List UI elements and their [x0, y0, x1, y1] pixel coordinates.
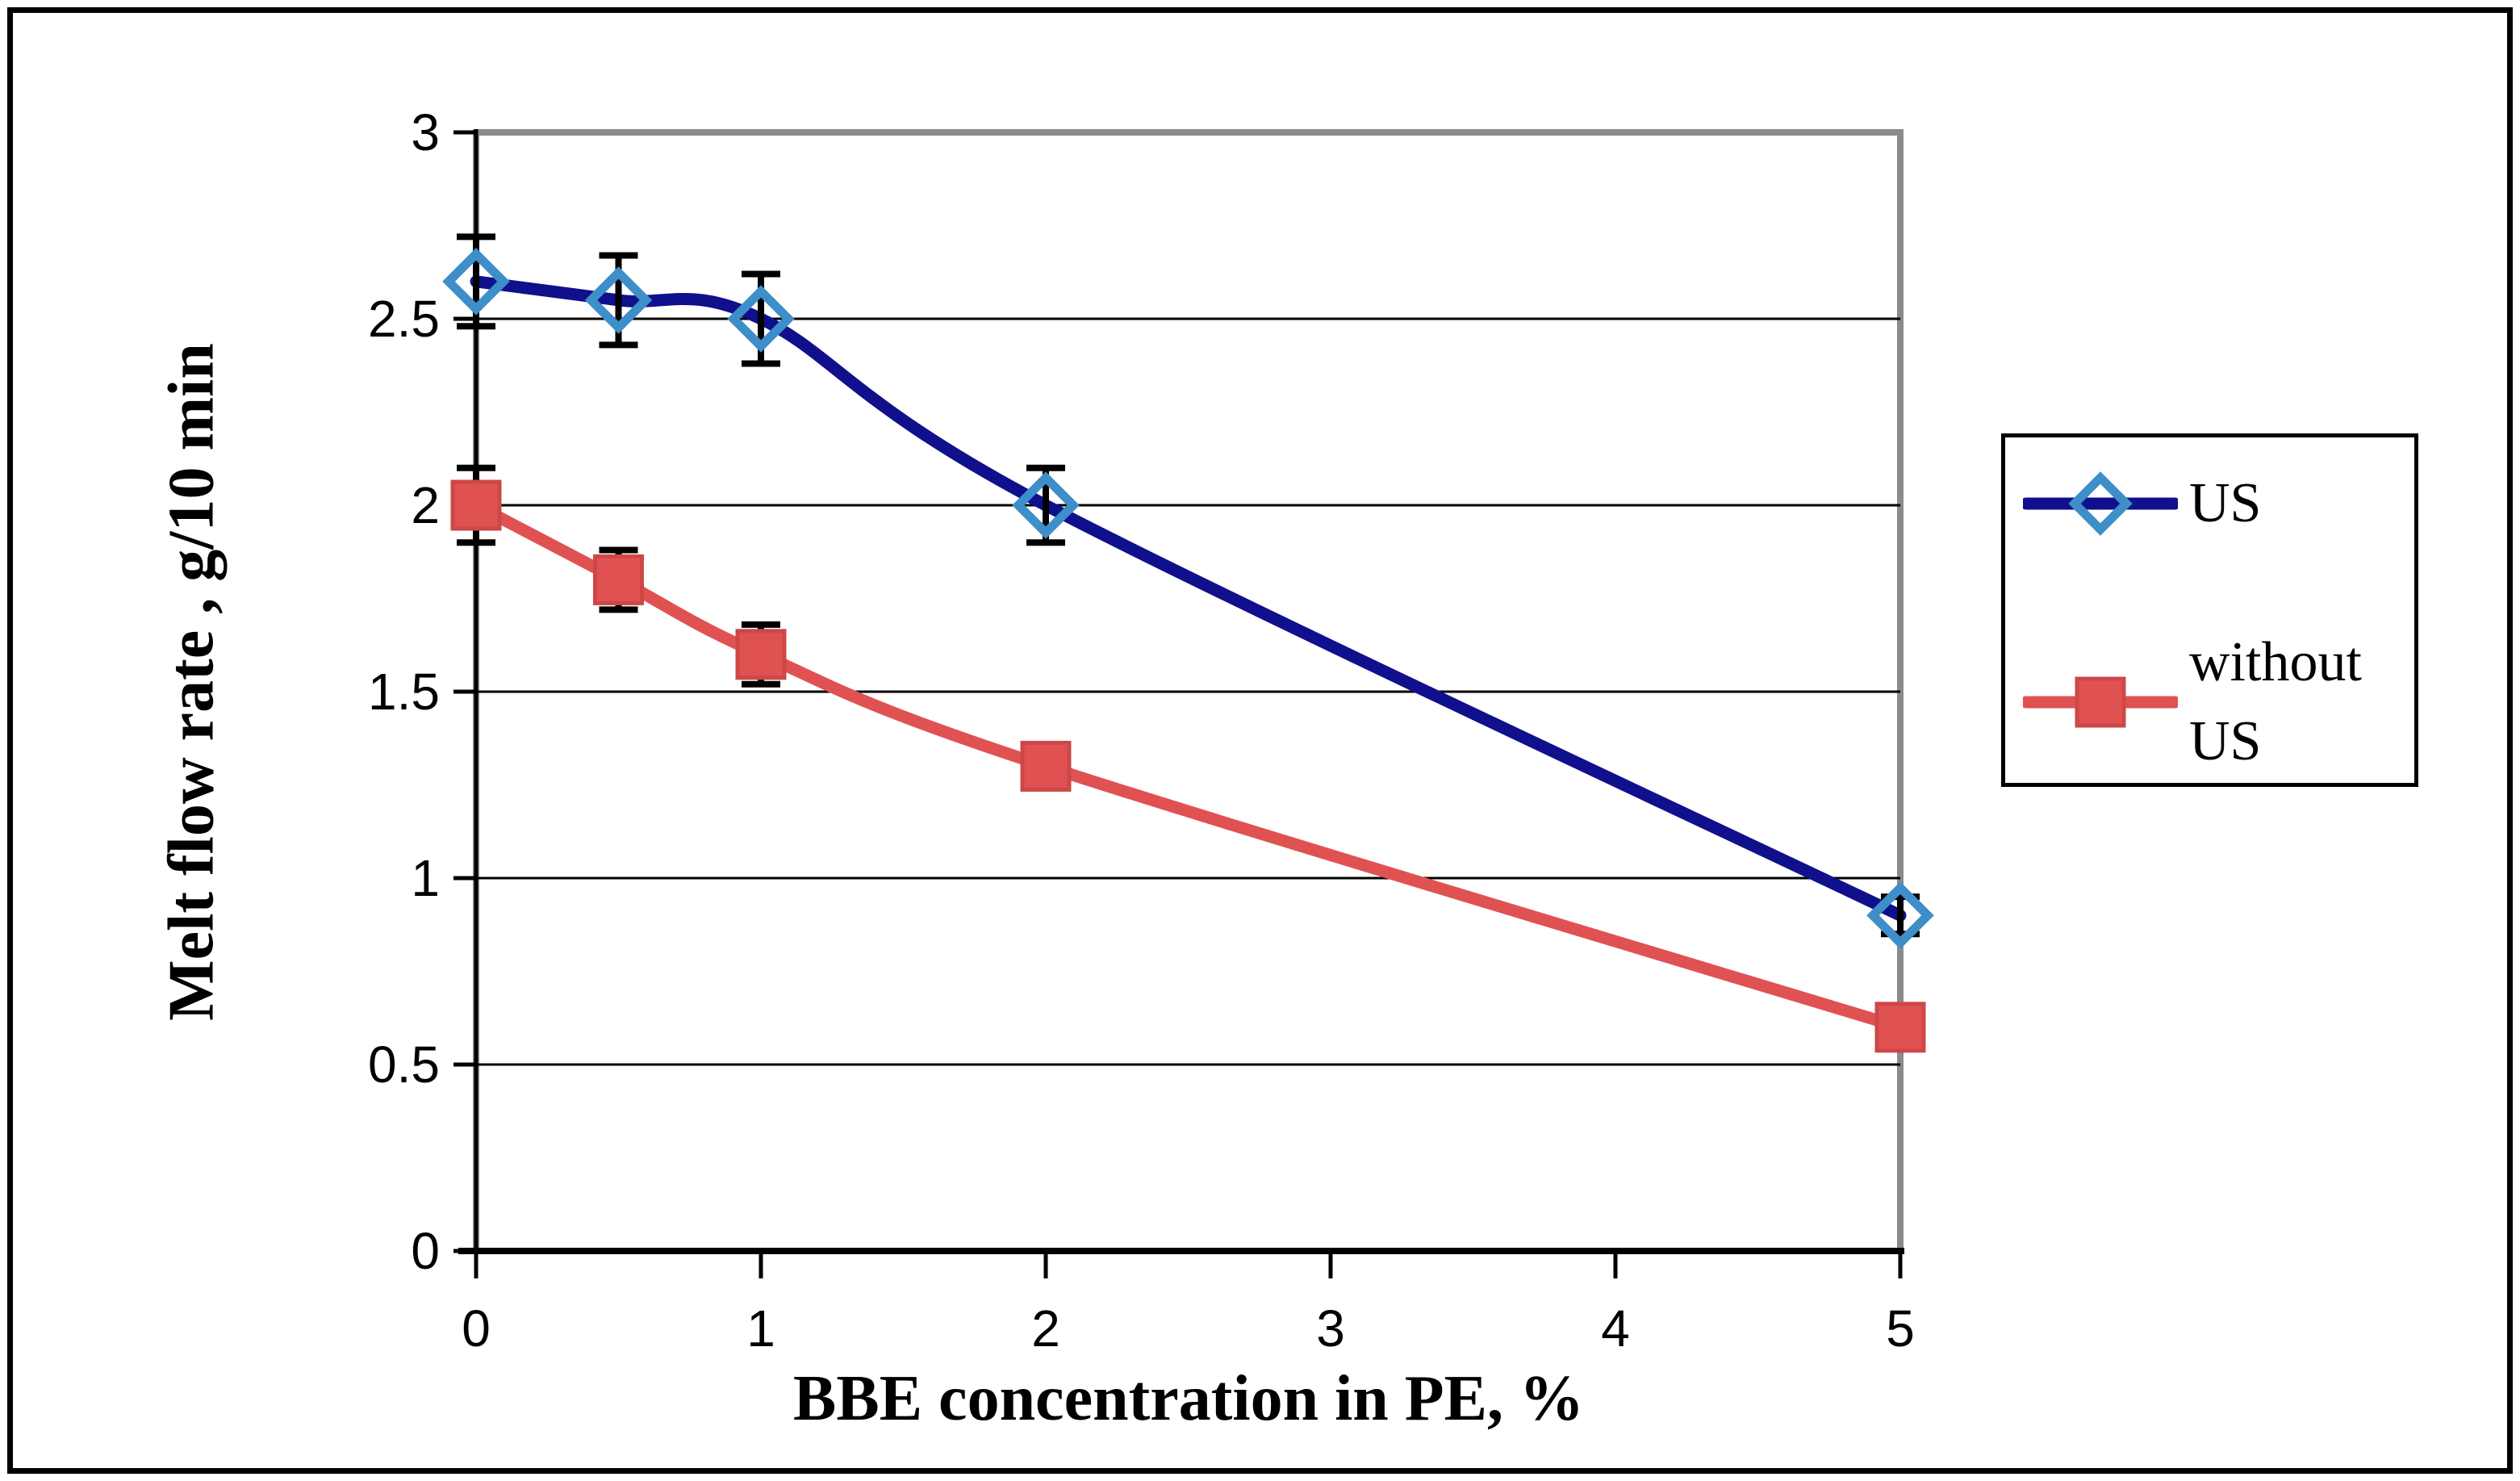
y-tick-label-1: 1 — [411, 849, 440, 907]
y-tick-label-3: 3 — [411, 103, 440, 161]
legend-label-us: US — [2189, 472, 2262, 534]
marker-diamond-0-0 — [442, 248, 510, 316]
series-line-1 — [470, 499, 1907, 1034]
marker-square-1-4 — [1874, 1002, 1926, 1053]
y-axis-title: Melt flow rate , g/10 min — [156, 343, 228, 1021]
marker-square-1-1 — [593, 554, 644, 605]
marker-diamond-0-1 — [584, 266, 653, 334]
x-tick-label-0: 0 — [462, 1299, 491, 1358]
x-axis-title: BBE concentration in PE, % — [792, 1363, 1585, 1434]
legend-item-without-us: without US — [2005, 621, 2431, 783]
marker-square-1-2 — [735, 629, 787, 680]
figure-border — [7, 7, 2513, 1474]
legend-marker-us — [2023, 471, 2178, 536]
x-tick-label-4: 4 — [1601, 1299, 1630, 1358]
y-tick-label-2.5: 2.5 — [368, 290, 440, 348]
legend-marker-without-us — [2023, 676, 2178, 728]
marker-square-1-0 — [450, 479, 502, 531]
legend-item-us: US — [2005, 447, 2431, 560]
legend: US without US — [2001, 433, 2418, 787]
y-tick-label-2: 2 — [411, 476, 440, 534]
marker-square-1-3 — [1020, 740, 1072, 792]
series-line-0 — [470, 275, 1907, 922]
x-tick-label-5: 5 — [1886, 1299, 1915, 1358]
marker-diamond-0-4 — [1866, 881, 1934, 949]
y-tick-label-0: 0 — [411, 1222, 440, 1280]
y-tick-label-0.5: 0.5 — [368, 1035, 440, 1094]
x-tick-label-2: 2 — [1031, 1299, 1060, 1358]
marker-diamond-0-2 — [727, 285, 795, 353]
x-tick-label-1: 1 — [746, 1299, 775, 1358]
y-tick-label-1.5: 1.5 — [368, 663, 440, 721]
legend-label-without-us: without US — [2189, 631, 2362, 772]
x-tick-label-3: 3 — [1316, 1299, 1345, 1358]
marker-diamond-0-3 — [1012, 471, 1080, 539]
